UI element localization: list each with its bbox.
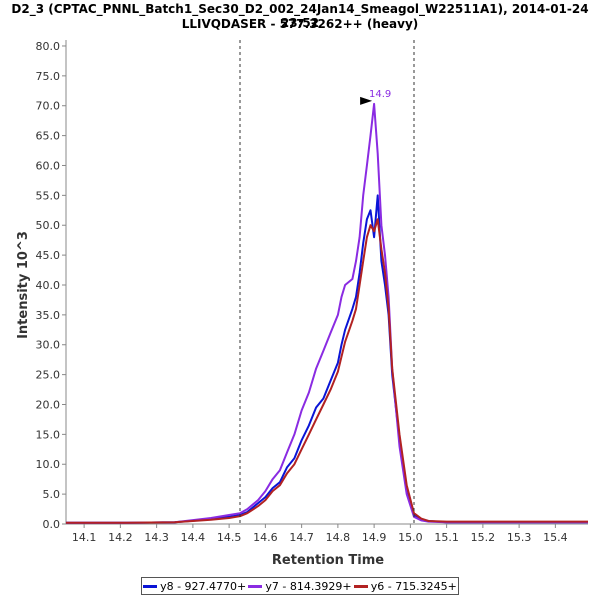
- x-tick-label-12: 15.3: [507, 531, 532, 544]
- y-tick-label-1: 5.0: [43, 488, 61, 501]
- chart-title: D2_3 (CPTAC_PNNL_Batch1_Sec30_D2_002_24J…: [11, 2, 589, 30]
- legend-item-y7: y7 - 814.3929+: [248, 579, 352, 593]
- y-tick-label-14: 70.0: [36, 100, 61, 113]
- x-tick-label-1: 14.2: [108, 531, 133, 544]
- y-tick-label-11: 55.0: [36, 189, 61, 202]
- x-tick-label-8: 14.9: [362, 531, 387, 544]
- legend-swatch-y8: [143, 584, 158, 588]
- chart-subtitle: LLIVQDASER - 577.3262++ (heavy): [181, 17, 419, 31]
- y-tick-label-0: 0.0: [43, 518, 61, 531]
- y-tick-label-9: 45.0: [36, 249, 61, 262]
- legend: y8 - 927.4770+ y7 - 814.3929+ y6 - 715.3…: [141, 577, 459, 595]
- x-tick-label-6: 14.7: [289, 531, 314, 544]
- legend-item-y6: y6 - 715.3245+: [353, 579, 457, 593]
- y-tick-label-2: 10.0: [36, 458, 61, 471]
- x-tick-label-4: 14.5: [217, 531, 242, 544]
- legend-item-y8: y8 - 927.4770+: [143, 580, 246, 593]
- y-tick-label-3: 15.0: [36, 428, 61, 441]
- y-tick-label-16: 80.0: [36, 40, 61, 53]
- y-tick-label-12: 60.0: [36, 159, 61, 172]
- legend-label-y8: y8 - 927.4770+: [160, 579, 247, 593]
- y-tick-label-10: 50.0: [36, 219, 61, 232]
- legend-swatch-y7: [248, 584, 263, 588]
- x-tick-label-2: 14.3: [144, 531, 169, 544]
- x-tick-label-10: 15.1: [434, 531, 459, 544]
- x-tick-label-13: 15.4: [543, 531, 568, 544]
- axes: 0.0 5.0 10.0 15.0 20.0 25.0 30.0 35.0 40.0 45.0 50…: [36, 40, 588, 544]
- plot-background: [66, 40, 588, 524]
- y-tick-label-4: 20.0: [36, 398, 61, 411]
- plot-area: [66, 40, 588, 524]
- y-tick-label-5: 25.0: [36, 369, 61, 382]
- y-tick-label-13: 65.0: [36, 130, 61, 143]
- x-tick-label-11: 15.2: [471, 531, 496, 544]
- y-tick-label-8: 40.0: [36, 279, 61, 292]
- y-tick-label-15: 75.0: [36, 70, 61, 83]
- y-tick-label-7: 35.0: [36, 309, 61, 322]
- x-tick-label-3: 14.4: [181, 531, 206, 544]
- y-axis-label: Intensity 10^3: [16, 231, 31, 339]
- legend-label-y6: y6 - 715.3245+: [370, 579, 457, 593]
- peak-arrow-icon: [360, 96, 373, 105]
- peak-label: 14.9: [369, 89, 391, 100]
- legend-label-y7: y7 - 814.3929+: [265, 579, 352, 593]
- x-tick-label-9: 15.0: [398, 531, 423, 544]
- x-tick-label-5: 14.6: [253, 531, 278, 544]
- legend-swatch-y6: [353, 584, 368, 588]
- x-axis-label: Retention Time: [272, 553, 384, 568]
- x-tick-label-0: 14.1: [72, 531, 97, 544]
- annotations: 14.9: [239, 40, 415, 524]
- series-line-y6: [66, 218, 588, 524]
- x-tick-label-7: 14.8: [326, 531, 351, 544]
- y-tick-label-6: 30.0: [36, 339, 61, 352]
